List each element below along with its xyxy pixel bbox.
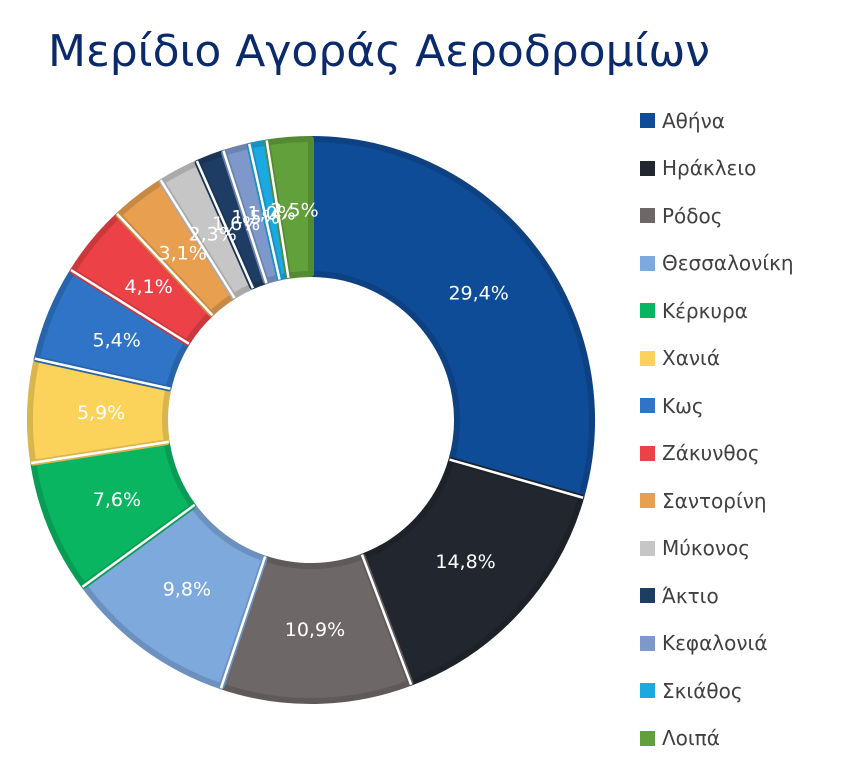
chart-title: Μερίδιο Αγοράς Αεροδρομίων	[48, 26, 710, 77]
slice-separator	[360, 554, 413, 686]
legend-swatch	[640, 398, 655, 414]
slice-separator	[265, 140, 290, 278]
slice-14	[263, 136, 314, 279]
slice-separator	[195, 160, 255, 289]
data-label-3: 10,9%	[285, 619, 345, 641]
legend-swatch	[640, 635, 655, 651]
slice-2	[359, 457, 585, 686]
legend-item: Άκτιο	[640, 572, 860, 620]
legend-swatch	[640, 588, 655, 604]
slice-separator	[222, 150, 268, 284]
legend-label: Κεφαλονιά	[662, 631, 768, 656]
legend-swatch	[640, 350, 655, 366]
slice-separator	[81, 503, 196, 588]
legend-label: Ζάκυνθος	[662, 441, 760, 466]
legend-label: Μύκονος	[662, 536, 750, 561]
data-label-11: 1,6%	[212, 213, 260, 235]
legend-item: Κέρκυρα	[640, 287, 860, 335]
data-label-4: 9,8%	[163, 578, 211, 600]
data-label-10: 2,3%	[189, 223, 237, 245]
legend-label: Κως	[662, 393, 704, 418]
legend-label: Σκιάθος	[662, 678, 743, 703]
legend-label: Χανιά	[662, 346, 721, 371]
legend-item: Σκιάθος	[640, 667, 860, 715]
legend-swatch	[640, 113, 655, 129]
legend-swatch	[640, 208, 655, 224]
legend-swatch	[640, 445, 655, 461]
legend-item: Χανιά	[640, 335, 860, 383]
data-label-12: 1,5%	[231, 206, 279, 228]
data-label-14: 2,5%	[270, 200, 318, 222]
legend-swatch	[640, 255, 655, 271]
legend-item: Κως	[640, 382, 860, 430]
data-label-7: 5,4%	[92, 329, 140, 351]
legend-label: Αθήνα	[662, 108, 725, 133]
legend-label: Άκτιο	[662, 583, 719, 608]
legend-swatch	[640, 160, 655, 176]
slice-separator	[449, 458, 584, 499]
legend-item: Θεσσαλονίκη	[640, 240, 860, 288]
legend-swatch	[640, 303, 655, 319]
legend-item: Αθήνα	[640, 97, 860, 145]
slice-separator	[70, 269, 190, 345]
slice-separator	[116, 212, 214, 316]
data-label-9: 3,1%	[159, 243, 207, 265]
legend-item: Κεφαλονιά	[640, 620, 860, 668]
legend-item: Λοιπά	[640, 715, 860, 763]
legend-label: Κέρκυρα	[662, 298, 748, 323]
legend-swatch	[640, 540, 655, 556]
data-label-6: 5,9%	[77, 402, 125, 424]
slice-separator	[34, 357, 171, 390]
legend-label: Σαντορίνη	[662, 488, 767, 513]
legend-swatch	[640, 683, 655, 699]
slice-separator	[31, 440, 169, 465]
legend-item: Μύκονος	[640, 525, 860, 573]
legend-item: Σαντορίνη	[640, 477, 860, 525]
chart-legend: Αθήνα Ηράκλειο Ρόδος Θεσσαλονίκη Κέρκυρα Χανι…	[640, 97, 860, 762]
legend-label: Ρόδος	[662, 203, 723, 228]
data-label-2: 14,8%	[435, 551, 495, 573]
legend-item: Ηράκλειο	[640, 145, 860, 193]
legend-label: Θεσσαλονίκη	[662, 251, 794, 276]
legend-label: Ηράκλειο	[662, 156, 757, 181]
chart-slices	[27, 136, 595, 704]
legend-swatch	[640, 493, 655, 509]
slice-separator	[159, 179, 236, 299]
slice-separator	[247, 143, 281, 280]
legend-swatch	[640, 730, 655, 746]
data-label-5: 7,6%	[93, 489, 141, 511]
slice-1	[308, 136, 595, 501]
legend-item: Ζάκυνθος	[640, 430, 860, 478]
data-label-8: 4,1%	[125, 276, 173, 298]
data-label-13: 1,0%	[247, 203, 295, 225]
chart-data-labels: 29,4%14,8%10,9%9,8%7,6%5,9%5,4%4,1%3,1%2…	[77, 200, 509, 641]
data-label-1: 29,4%	[448, 283, 508, 305]
legend-label: Λοιπά	[662, 726, 720, 751]
legend-item: Ρόδος	[640, 192, 860, 240]
slice-separator	[219, 556, 267, 689]
